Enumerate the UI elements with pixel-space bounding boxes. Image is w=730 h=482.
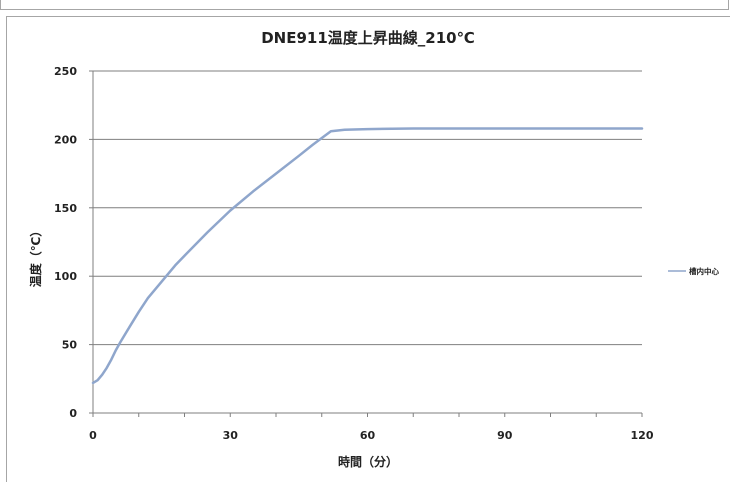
y-axis-title: 温度（℃） (28, 225, 43, 288)
series-line (91, 127, 644, 385)
gridlines (93, 70, 642, 346)
x-tick-label: 30 (223, 429, 239, 442)
y-tick-label: 250 (54, 65, 77, 78)
y-tick-label: 200 (54, 133, 77, 146)
x-tick-label: 120 (631, 429, 654, 442)
legend: 槽内中心 (668, 266, 719, 276)
x-tick-label: 60 (360, 429, 376, 442)
x-axis-title: 時間（分） (338, 454, 398, 469)
window-frame-top (0, 0, 729, 10)
y-tick-label: 0 (69, 407, 77, 420)
y-tick-label: 100 (54, 270, 77, 283)
x-tick-label: 90 (497, 429, 513, 442)
series-layer (91, 127, 644, 385)
axes (89, 70, 643, 417)
chart-area-top-border (6, 16, 730, 17)
legend-label: 槽内中心 (689, 266, 719, 276)
y-tick-label: 50 (62, 339, 78, 352)
tick-labels: 0 50 100 150 200 250 0 30 60 90 120 (54, 65, 654, 442)
chart-title: DNE911温度上昇曲線_210℃ (261, 29, 475, 47)
y-tick-label: 150 (54, 202, 77, 215)
chart-area-left-border (6, 16, 7, 482)
x-tick-label: 0 (89, 429, 97, 442)
